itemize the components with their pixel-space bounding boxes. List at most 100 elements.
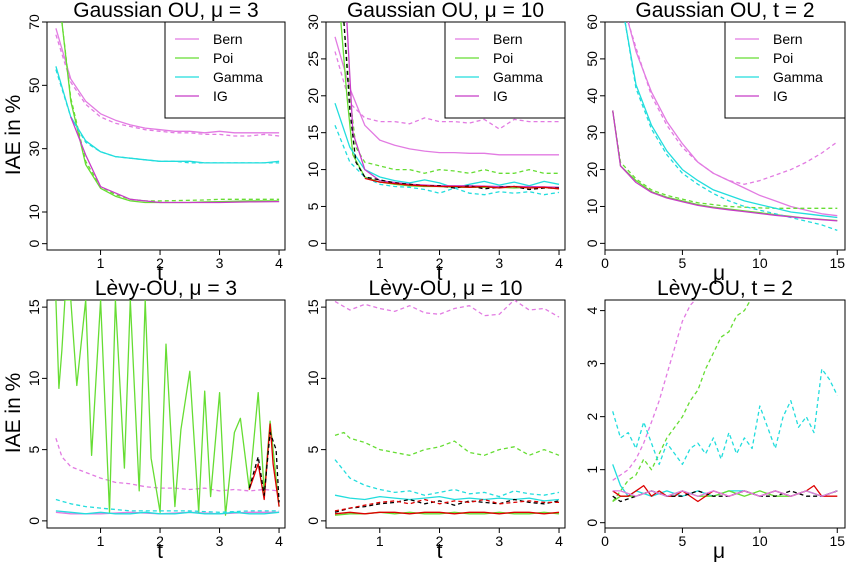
plot-frame (604, 299, 846, 529)
panel-5: Lèvy-OU, μ = 10 1 2 3 4 t 0 5 10 15 (305, 277, 566, 563)
x-tick-label: 2 (436, 533, 444, 549)
series-line-poi (55, 300, 280, 516)
series-line-bern-dashed (334, 51, 559, 130)
legend: Bern Poi Gamma IG (444, 21, 566, 119)
series-line-bern-dashed (55, 34, 280, 137)
legend-label: Poi (493, 50, 513, 66)
series-line-ig (612, 110, 838, 222)
series-group (55, 22, 280, 204)
x-tick-label: 0 (601, 533, 609, 549)
legend-box (164, 21, 286, 119)
panel-title: Gaussian OU, t = 2 (635, 0, 814, 22)
panel-title: Gaussian OU, μ = 3 (73, 0, 258, 22)
y-tick-label: 10 (584, 198, 600, 214)
panel-2: Gaussian OU, μ = 10 1 2 3 4 t 0 5 10 15 20 25 30 Bern… (305, 0, 566, 285)
series-line-bern-dashed (55, 438, 280, 492)
legend-label: Bern (213, 31, 243, 47)
plot-frame (46, 299, 286, 529)
legend-box (444, 21, 566, 119)
y-tick-label: 20 (305, 88, 321, 104)
legend: Bern Poi Gamma IG (164, 21, 286, 119)
y-tick-label: 10 (26, 204, 42, 220)
panel-title: Lèvy-OU, t = 2 (657, 277, 793, 300)
series-line-bern-dashed (334, 300, 560, 318)
x-axis-label: μ (713, 262, 725, 285)
series-group (334, 300, 560, 516)
x-tick-label: 5 (679, 533, 687, 549)
y-tick-label: 10 (305, 162, 321, 178)
series-line-black-dashed (248, 431, 280, 503)
series-line-gamma-dashed (334, 459, 560, 498)
y-tick-label: 15 (26, 299, 42, 315)
series-line-red-dashed (334, 498, 559, 512)
series-line-red-solid (364, 177, 560, 190)
y-tick-label: 0 (584, 519, 600, 527)
x-axis-label: μ (713, 540, 725, 563)
panel-6: Lèvy-OU, t = 2 0 5 10 15 μ 0 1 2 3 4 (584, 277, 846, 563)
plot-frame (325, 299, 566, 529)
y-tick-label: 0 (305, 239, 321, 247)
x-axis-label: t (157, 262, 163, 285)
x-tick-label: 3 (495, 255, 503, 271)
y-tick-label: 40 (584, 88, 600, 104)
series-group (612, 300, 838, 503)
legend-label: IG (493, 88, 508, 104)
y-tick-label: 30 (305, 14, 321, 30)
y-tick-label: 15 (305, 299, 321, 315)
panel-title: Lèvy-OU, μ = 10 (369, 277, 523, 300)
y-tick-label: 0 (305, 517, 321, 525)
series-line-black-dashed (612, 490, 838, 503)
y-tick-label: 15 (305, 125, 321, 141)
legend-label: Gamma (213, 69, 263, 85)
series-line-gamma-dashed (55, 69, 280, 164)
y-tick-label: 30 (584, 125, 600, 141)
series-line-poi-dashed (334, 431, 560, 456)
x-tick-label: 3 (216, 255, 224, 271)
x-tick-label: 1 (376, 255, 384, 271)
x-tick-label: 2 (436, 255, 444, 271)
series-line-poi-dashed (61, 22, 280, 202)
series-line-bern (334, 36, 559, 156)
y-tick-label: 4 (584, 307, 600, 315)
series-line-gamma (55, 510, 280, 515)
series-group (55, 300, 280, 516)
series-line-poi (61, 22, 280, 204)
panel-4: Lèvy-OU, μ = 3 1 2 3 4 t 0 5 10 15 (26, 277, 286, 563)
legend-label: IG (213, 88, 228, 104)
y-tick-label: 10 (26, 370, 42, 386)
series-line-black-dashed (334, 498, 560, 513)
series-line-gamma (334, 494, 560, 502)
x-tick-label: 3 (495, 533, 503, 549)
x-tick-label: 5 (679, 255, 687, 271)
y-axis-label-top: IAE in % (2, 95, 25, 176)
series-line-gamma-dashed (624, 22, 838, 232)
panel-1: Gaussian OU, μ = 3 1 2 3 4 t 0 10 30 50 70 Bern Poi G… (26, 0, 286, 285)
x-tick-label: 0 (601, 255, 609, 271)
panel-3: Gaussian OU, t = 2 0 5 10 15 μ 0 10 20 30 40 50 60 Be… (584, 0, 846, 285)
series-line-bern-dashed (612, 300, 697, 481)
legend-label: Poi (213, 50, 233, 66)
x-tick-label: 4 (555, 255, 563, 271)
x-tick-label: 4 (275, 533, 283, 549)
series-line-poi-dashed (612, 300, 752, 502)
series-line-poi-dashed (343, 22, 559, 174)
x-axis-label: t (437, 540, 443, 563)
x-tick-label: 2 (156, 533, 164, 549)
y-tick-label: 50 (26, 77, 42, 93)
x-tick-label: 3 (216, 533, 224, 549)
y-tick-label: 30 (26, 141, 42, 157)
y-tick-label: 2 (584, 413, 600, 421)
x-tick-label: 10 (752, 533, 768, 549)
panel-title: Gaussian OU, μ = 10 (347, 0, 544, 22)
y-tick-label: 5 (305, 446, 321, 454)
y-tick-label: 0 (26, 517, 42, 525)
y-tick-label: 0 (26, 240, 42, 248)
series-line-bern (55, 28, 280, 134)
series-line-black-dashed (343, 22, 559, 191)
x-axis-label: t (157, 540, 163, 563)
y-tick-label: 50 (584, 51, 600, 67)
series-line-red-solid (248, 423, 280, 507)
series-line-bern (627, 22, 838, 217)
series-line-bern (612, 490, 838, 497)
